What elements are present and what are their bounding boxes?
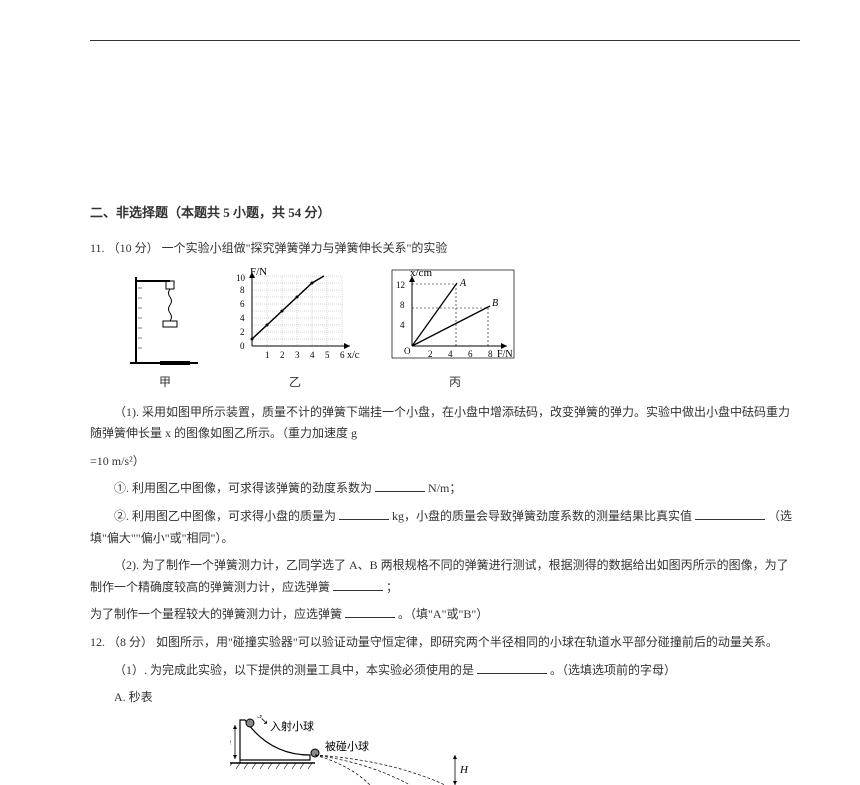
q11-p2b: ； [386,580,398,594]
svg-text:O: O [404,346,411,356]
q11-p1-sub2: ②. 利用图乙中图像，可求得小盘的质量为 kg，小盘的质量会导致弹簧劲度系数的测… [90,506,800,549]
svg-text:6: 6 [340,350,345,360]
svg-text:6: 6 [468,349,473,359]
svg-text:5: 5 [325,350,330,360]
svg-text:2: 2 [280,350,285,360]
q12-p1: （1）. 为完成此实验，以下提供的测量工具中，本实验必须使用的是 。（选填选项前… [90,660,800,682]
blank-mass[interactable] [339,506,389,520]
svg-text:4: 4 [240,313,245,323]
blank-spring-range[interactable] [345,604,395,618]
top-horizontal-rule [90,40,800,41]
svg-text:4: 4 [400,320,405,330]
svg-text:8: 8 [488,349,493,359]
q12-stem: 如图所示，用"碰撞实验器"可以验证动量守恒定律，即研究两个半径相同的小球在轨道水… [156,635,778,649]
label-target: 被碰小球 [325,739,369,753]
label-incoming: 入射小球 [270,719,314,733]
q11-p1-sub1-unit: N/m； [428,481,461,495]
lineA-label: A [459,278,467,289]
fig-bing-block: x/cm A B 4 8 12 O [390,268,520,394]
chart-yi: F/N [230,268,360,368]
label-H: H [459,764,469,776]
q12-p1b: 。（选填选项前的字母） [550,663,676,677]
label-S: S [257,715,262,720]
q11-p1-lead: （1). 采用如图甲所示装置，质量不计的弹簧下端挂一个小盘，在小盘中增添砝码，改… [90,402,800,445]
q11-number: 11. [90,241,105,255]
q12-number: 12. [90,635,105,649]
chart-bing: x/cm A B 4 8 12 O [390,268,520,368]
blank-tools[interactable] [477,660,547,674]
q11-p1-sub1-text: ①. 利用图乙中图像，可求得该弹簧的劲度系数为 [114,481,372,495]
chart-bing-xlabel: F/N [497,349,513,360]
svg-text:10: 10 [236,273,246,283]
q11-p2c: 为了制作一个量程较大的弹簧测力计，应选弹簧 [90,607,342,621]
chart-bing-ylabel: x/cm [410,268,432,279]
q11-p2: （2). 为了制作一个弹簧测力计，乙同学选了 A、B 两根规格不同的弹簧进行测试… [90,555,800,598]
fig-jia-label: 甲 [159,372,171,394]
svg-text:3: 3 [295,350,300,360]
collision-apparatus-icon: ↘ S 入射小球 h 被碰小球 H [230,715,490,785]
svg-text:0: 0 [240,341,245,351]
q12-p1a: （1）. 为完成此实验，以下提供的测量工具中，本实验必须使用的是 [114,663,474,677]
svg-text:1: 1 [265,350,270,360]
q12-figure-wrap: ↘ S 入射小球 h 被碰小球 H [230,715,800,785]
q11-p2a: （2). 为了制作一个弹簧测力计，乙同学选了 A、B 两根规格不同的弹簧进行测试… [90,558,789,594]
svg-text:2: 2 [240,327,245,337]
blank-bias[interactable] [695,506,765,520]
lineB-label: B [492,298,498,309]
blank-spring-precise[interactable] [333,577,383,591]
q11-p1-tail: =10 m/s²） [90,451,800,473]
q11-stem-line: 11. （10 分） 一个实验小组做"探究弹簧弹力与弹簧伸长关系"的实验 [90,238,800,260]
q11-p2-line2: 为了制作一个量程较大的弹簧测力计，应选弹簧 。（填"A"或"B"） [90,604,800,626]
fig-yi-label: 乙 [289,372,301,394]
q11-p1-sub1: ①. 利用图乙中图像，可求得该弹簧的劲度系数为 N/m； [90,478,800,500]
apparatus-icon [130,273,200,368]
q12-optA: A. 秒表 [90,687,800,709]
blank-stiffness[interactable] [375,478,425,492]
fig-jia-block: 甲 [130,273,200,394]
svg-text:12: 12 [396,280,405,290]
svg-text:4: 4 [310,350,315,360]
chart-yi-xlabel: x/cm [347,350,360,361]
q11-p2d: 。（填"A"或"B"） [398,607,488,621]
q11-p1-sub2b: kg，小盘的质量会导致弹簧劲度系数的测量结果比真实值 [392,509,692,523]
fig-bing-label: 丙 [449,372,461,394]
label-h: h [230,737,231,748]
svg-text:6: 6 [240,299,245,309]
svg-text:2: 2 [428,349,433,359]
svg-text:8: 8 [400,300,405,310]
svg-text:4: 4 [448,349,453,359]
q11-stem: 一个实验小组做"探究弹簧弹力与弹簧伸长关系"的实验 [162,241,448,255]
q12-points: （8 分） [108,635,153,649]
q11-figures-row: 甲 F/N [130,268,800,394]
q12-stem-line: 12. （8 分） 如图所示，用"碰撞实验器"可以验证动量守恒定律，即研究两个半… [90,632,800,654]
q11-points: （10 分） [108,241,159,255]
svg-text:8: 8 [240,285,245,295]
q11-p1-sub2a: ②. 利用图乙中图像，可求得小盘的质量为 [114,509,336,523]
fig-yi-block: F/N [230,268,360,394]
section-title: 二、非选择题（本题共 5 小题，共 54 分） [90,201,800,224]
